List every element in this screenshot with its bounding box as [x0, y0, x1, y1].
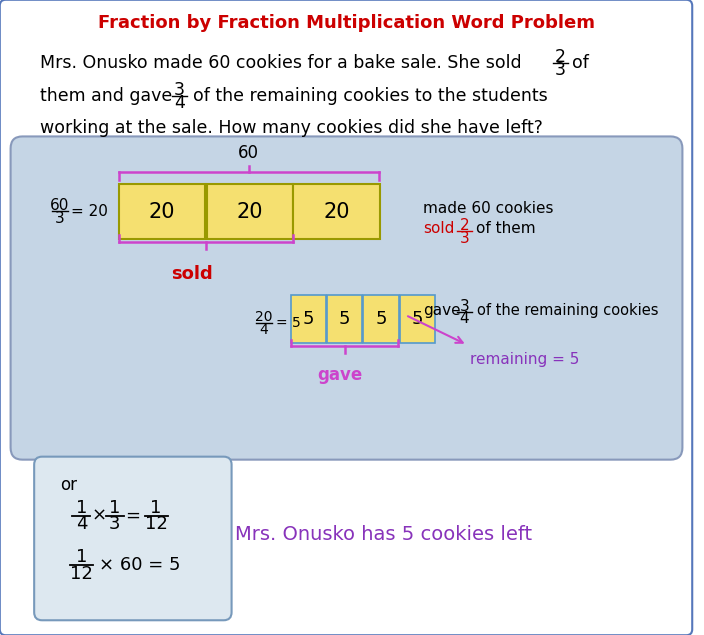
- Text: gave: gave: [423, 302, 460, 318]
- Text: of: of: [572, 53, 589, 72]
- Text: of the remaining cookies: of the remaining cookies: [477, 302, 659, 318]
- Text: sold: sold: [423, 221, 455, 236]
- FancyBboxPatch shape: [34, 457, 232, 620]
- Text: remaining = 5: remaining = 5: [470, 352, 579, 368]
- Text: 3: 3: [460, 231, 470, 246]
- FancyBboxPatch shape: [119, 184, 205, 239]
- FancyBboxPatch shape: [291, 295, 326, 343]
- FancyBboxPatch shape: [207, 184, 294, 239]
- Text: 2: 2: [460, 218, 469, 232]
- Text: 20: 20: [256, 310, 272, 324]
- Text: 20: 20: [323, 202, 350, 222]
- Text: 1: 1: [150, 498, 162, 516]
- Text: Mrs. Onusko made 60 cookies for a bake sale. She sold: Mrs. Onusko made 60 cookies for a bake s…: [40, 53, 522, 72]
- Text: 4: 4: [460, 312, 469, 326]
- Text: of the remaining cookies to the students: of the remaining cookies to the students: [194, 86, 548, 105]
- Text: 20: 20: [149, 202, 175, 222]
- Text: 1: 1: [75, 549, 87, 566]
- Text: 5: 5: [375, 310, 386, 328]
- Text: 4: 4: [75, 516, 87, 533]
- Text: = 20: = 20: [72, 204, 108, 219]
- Text: 3: 3: [555, 60, 566, 79]
- Text: 60: 60: [50, 197, 70, 213]
- Text: or: or: [60, 476, 77, 493]
- Text: 20: 20: [237, 202, 263, 222]
- FancyBboxPatch shape: [11, 137, 682, 460]
- Text: 5: 5: [303, 310, 314, 328]
- Text: 4: 4: [260, 323, 268, 337]
- FancyBboxPatch shape: [400, 295, 435, 343]
- Text: working at the sale. How many cookies did she have left?: working at the sale. How many cookies di…: [40, 119, 543, 137]
- Text: 3: 3: [460, 298, 470, 314]
- FancyBboxPatch shape: [294, 184, 380, 239]
- Text: 4: 4: [174, 93, 185, 112]
- FancyBboxPatch shape: [363, 295, 398, 343]
- Text: 1: 1: [75, 498, 87, 516]
- Text: gave: gave: [317, 366, 363, 384]
- Text: Mrs. Onusko has 5 cookies left: Mrs. Onusko has 5 cookies left: [235, 525, 532, 544]
- Text: 60: 60: [238, 144, 259, 163]
- Text: them and gave: them and gave: [40, 86, 172, 105]
- Text: Fraction by Fraction Multiplication Word Problem: Fraction by Fraction Multiplication Word…: [98, 14, 595, 32]
- Text: 12: 12: [144, 516, 168, 533]
- Text: sold: sold: [171, 265, 213, 283]
- Text: 5: 5: [411, 310, 423, 328]
- Text: ×: ×: [92, 507, 106, 525]
- Text: of them: of them: [476, 221, 536, 236]
- Text: = 5: = 5: [276, 316, 301, 330]
- Text: × 60 = 5: × 60 = 5: [99, 556, 180, 575]
- Text: 3: 3: [55, 211, 65, 225]
- Text: made 60 cookies: made 60 cookies: [423, 201, 553, 216]
- FancyBboxPatch shape: [327, 295, 363, 343]
- Text: 12: 12: [70, 565, 93, 584]
- Text: 5: 5: [339, 310, 351, 328]
- Text: 1: 1: [109, 498, 120, 516]
- Text: 3: 3: [109, 516, 120, 533]
- Text: =: =: [125, 507, 140, 525]
- Text: 2: 2: [555, 48, 566, 65]
- Text: 3: 3: [174, 81, 185, 98]
